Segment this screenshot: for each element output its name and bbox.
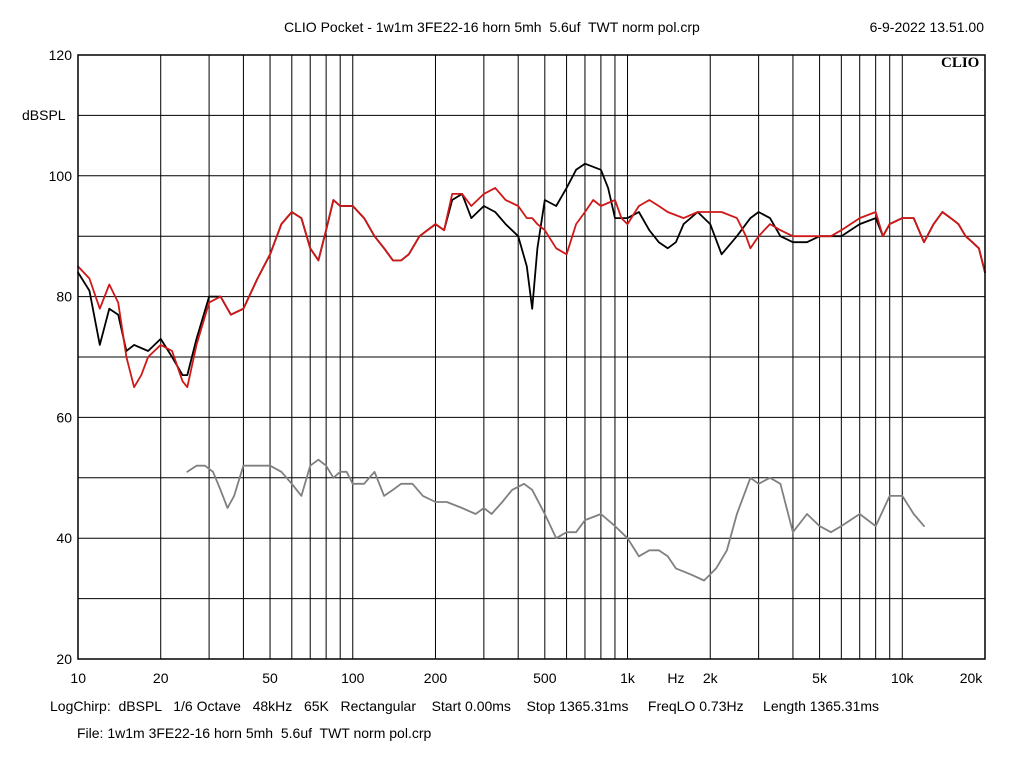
measurement-info: LogChirp: dBSPL 1/6 Octave 48kHz 65K Rec… — [50, 698, 880, 714]
timestamp: 6-9-2022 13.51.00 — [869, 19, 984, 35]
x-tick-label: 20k — [960, 670, 984, 686]
y-axis-label: dBSPL — [22, 107, 66, 123]
x-tick-label: 20 — [153, 670, 169, 686]
y-tick-label: 40 — [56, 530, 72, 546]
series-line-1 — [77, 162, 986, 376]
tick-labels: 120 100 80 60 40 20 10 20 50 100 200 500 1k Hz 2k 5k 10k… — [49, 47, 984, 686]
x-tick-label: 5k — [812, 670, 828, 686]
file-info: File: 1w1m 3FE22-16 horn 5mh 5.6uf TWT n… — [77, 725, 432, 741]
y-tick-label: 60 — [56, 409, 72, 425]
y-tick-label: 80 — [56, 289, 72, 305]
x-tick-label: 10k — [891, 670, 915, 686]
x-tick-label: 500 — [533, 670, 557, 686]
series-line-2 — [77, 187, 986, 389]
x-tick-label: 100 — [341, 670, 365, 686]
x-tick-label: 200 — [424, 670, 448, 686]
brand-logo: CLIO — [941, 55, 980, 71]
y-tick-label: 120 — [49, 47, 73, 63]
x-tick-label: 50 — [262, 670, 278, 686]
series-group — [77, 162, 986, 582]
y-tick-label: 20 — [56, 651, 72, 667]
series-line-3 — [186, 458, 925, 582]
chart-title: CLIO Pocket - 1w1m 3FE22-16 horn 5mh 5.6… — [284, 19, 700, 35]
x-tick-label: Hz — [667, 670, 684, 686]
y-tick-label: 100 — [49, 168, 73, 184]
x-tick-label: 1k — [620, 670, 636, 686]
x-tick-label: 2k — [703, 670, 719, 686]
grid — [78, 55, 985, 659]
plot-frame — [77, 54, 986, 660]
x-tick-label: 10 — [70, 670, 86, 686]
